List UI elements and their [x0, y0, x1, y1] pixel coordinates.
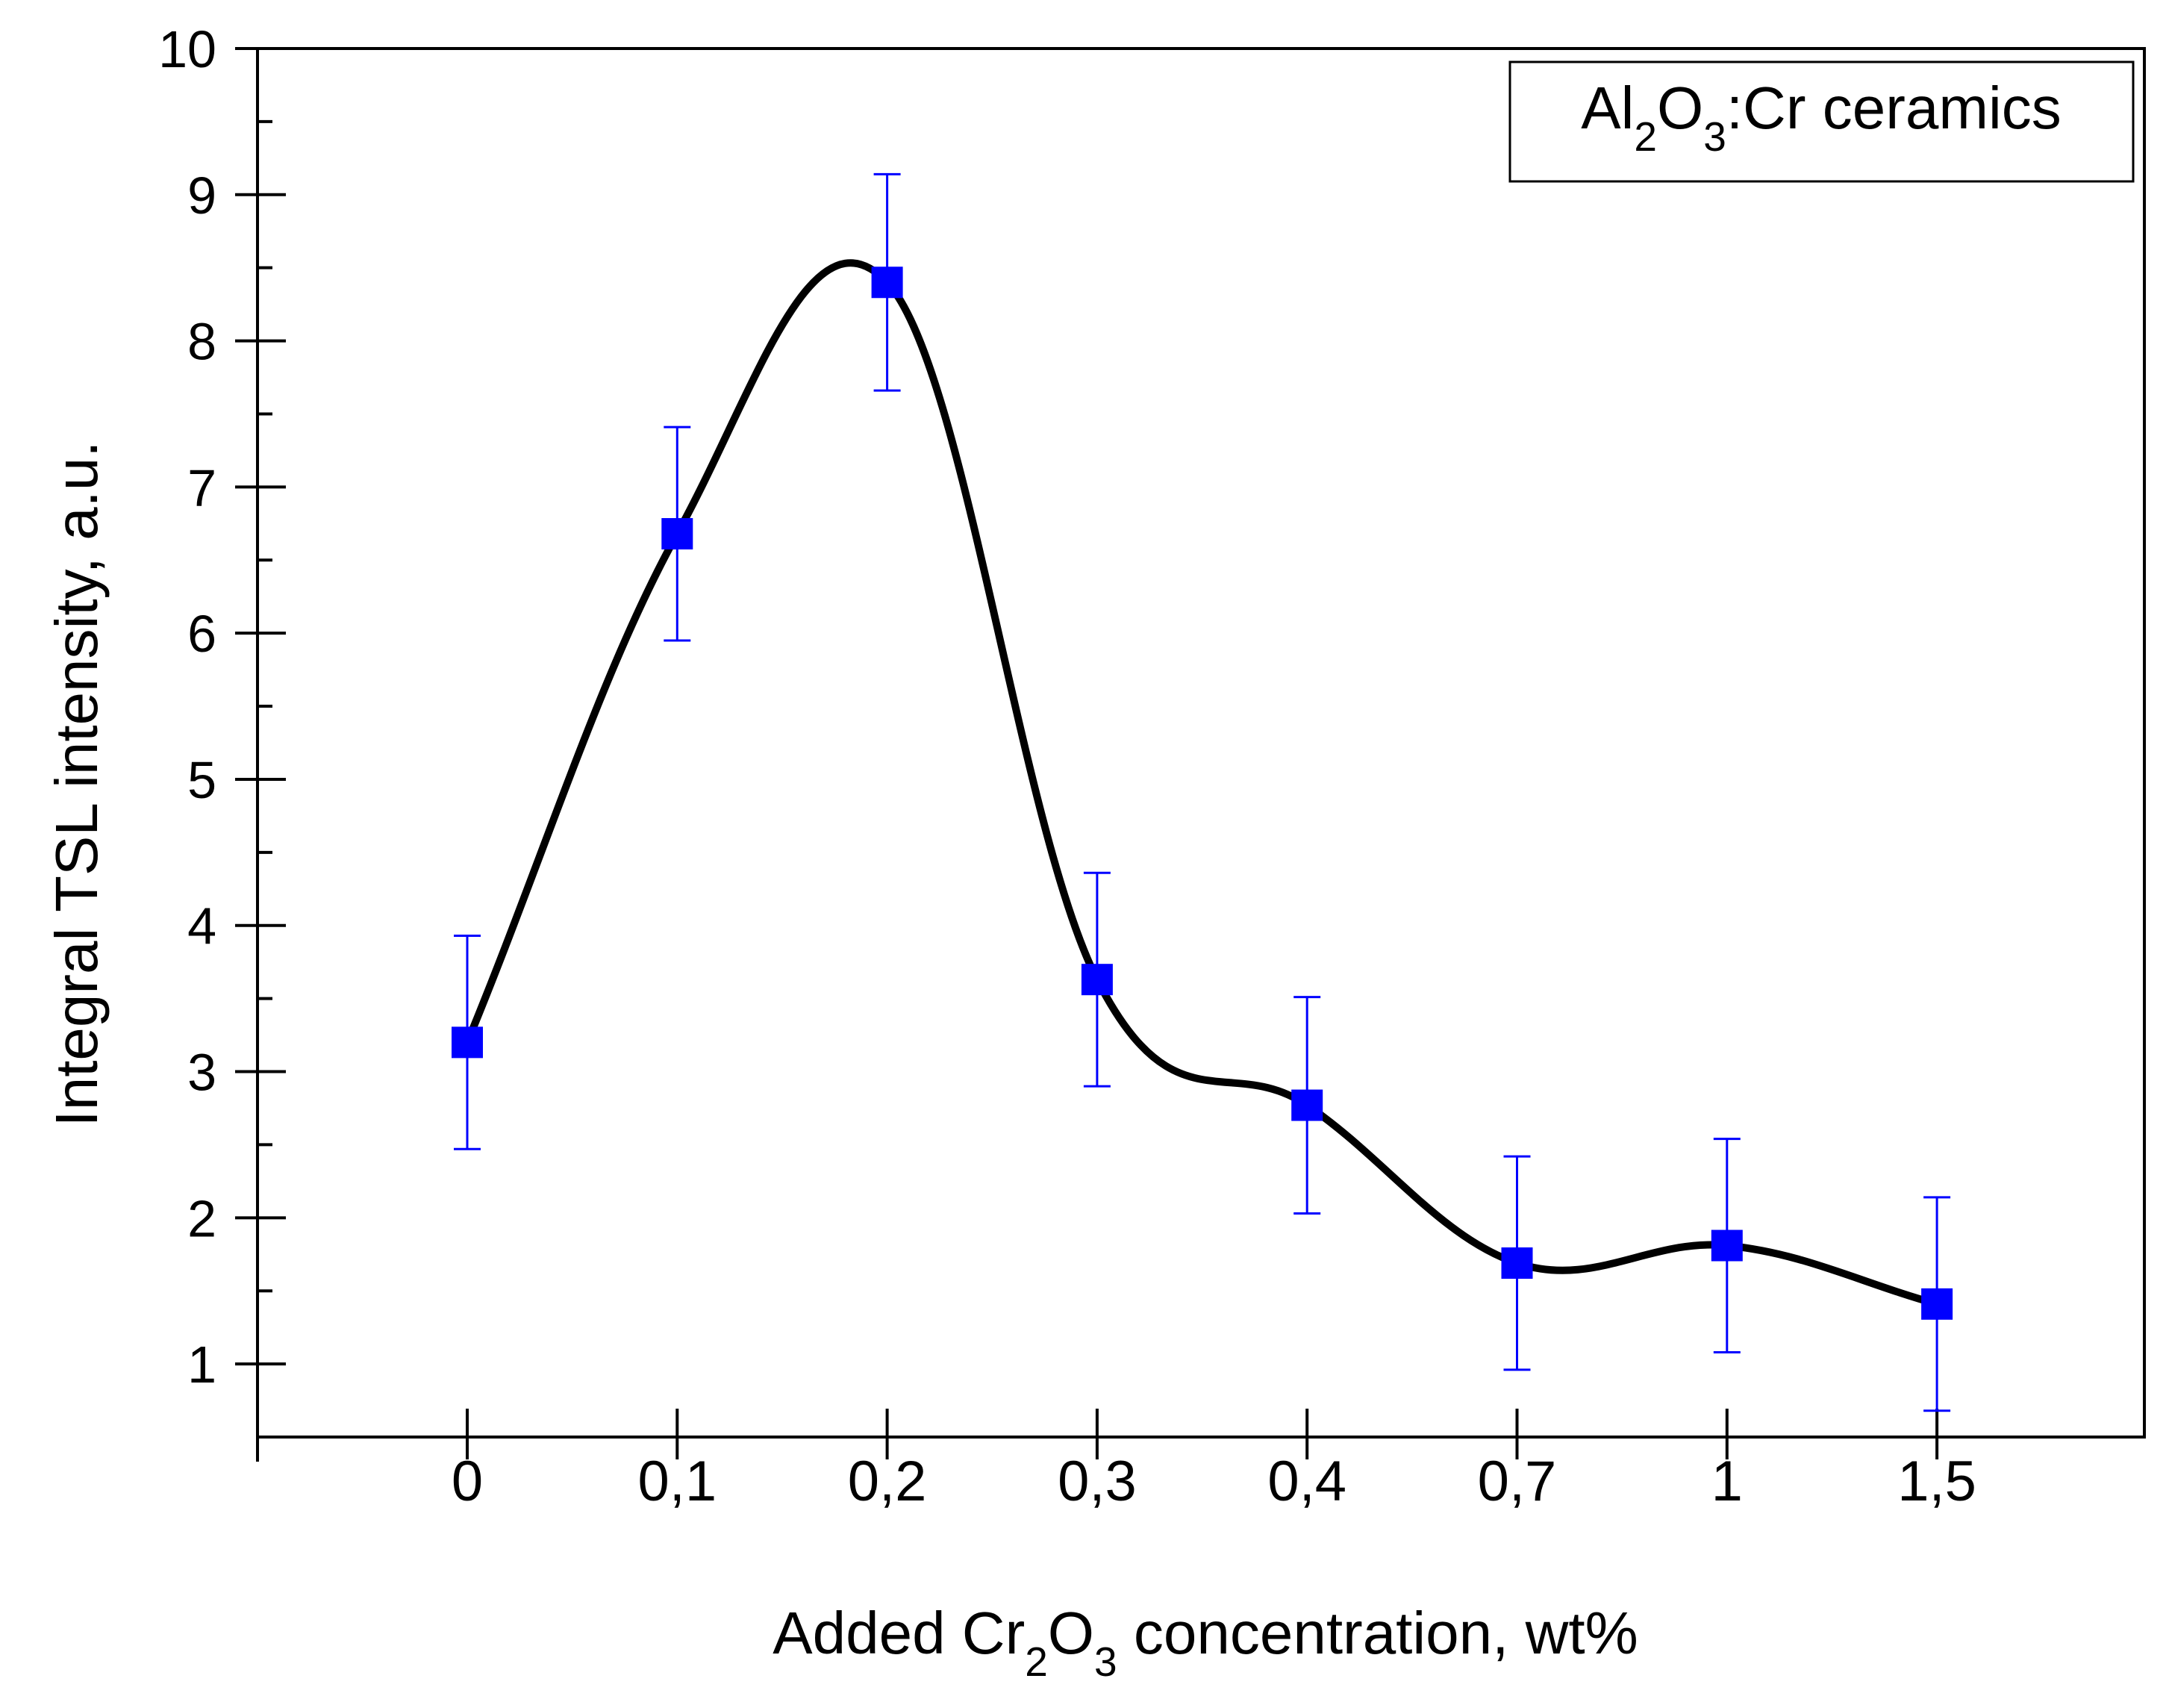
- data-point-group: [1501, 1155, 1533, 1371]
- x-tick-label: 0,4: [1267, 1450, 1346, 1513]
- y-tick-label: 2: [187, 1189, 216, 1247]
- y-tick-label: 5: [187, 751, 216, 809]
- legend: Al2O3:Cr ceramics: [1508, 60, 2135, 183]
- data-marker: [661, 518, 693, 550]
- data-marker: [1711, 1229, 1743, 1262]
- data-marker: [1291, 1089, 1323, 1121]
- y-tick-label: 9: [187, 166, 216, 225]
- data-point-group: [1291, 996, 1323, 1215]
- x-axis-title: Added Cr2O3 concentration, wt%: [773, 1600, 1638, 1685]
- data-marker: [452, 1026, 483, 1059]
- plot-frame: [256, 47, 2146, 1439]
- x-tick-label: 0,1: [637, 1450, 717, 1513]
- fit-curve: [464, 259, 1941, 1308]
- legend-box: [1508, 60, 2135, 183]
- x-tick-label: 0,7: [1478, 1450, 1557, 1513]
- legend-label: Al2O3:Cr ceramics: [1581, 75, 2061, 160]
- data-point-group: [661, 426, 693, 642]
- data-marker: [1081, 964, 1113, 996]
- data-point-group: [871, 172, 903, 392]
- y-tick-label: 6: [187, 605, 216, 663]
- data-point-group: [452, 934, 483, 1150]
- y-tick-label: 4: [187, 897, 216, 956]
- x-tick-label: 0,2: [848, 1450, 927, 1513]
- data-marker: [1501, 1247, 1533, 1280]
- y-tick-label: 7: [187, 458, 216, 517]
- data-marker: [1921, 1288, 1953, 1320]
- y-tick-label: 1: [187, 1335, 216, 1394]
- y-axis-title: Integral TSL intensity, a.u.: [43, 440, 110, 1126]
- data-point-group: [1921, 1196, 1953, 1412]
- data-marker: [871, 267, 903, 299]
- x-tick-label: 0: [452, 1450, 483, 1513]
- y-tick-label: 3: [187, 1044, 216, 1102]
- x-tick-label: 1: [1711, 1450, 1743, 1513]
- data-point-group: [1711, 1138, 1743, 1353]
- data-point-group: [1081, 871, 1113, 1088]
- x-axis-ticks: [466, 1409, 1939, 1459]
- x-tick-label: 1,5: [1897, 1450, 1976, 1513]
- y-axis-ticks: [235, 47, 286, 1439]
- y-tick-label: 10: [158, 20, 216, 78]
- y-tick-label: 8: [187, 313, 216, 371]
- x-tick-label: 0,3: [1058, 1450, 1137, 1513]
